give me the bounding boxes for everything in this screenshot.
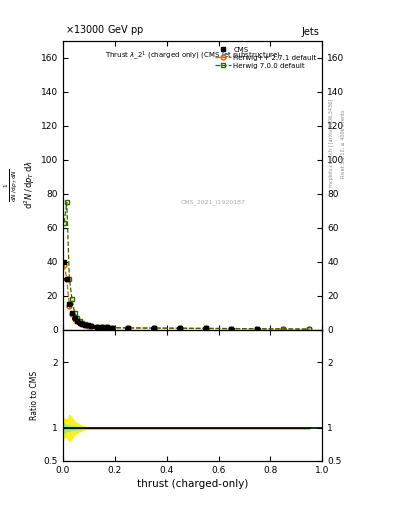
X-axis label: thrust (charged-only): thrust (charged-only)	[137, 479, 248, 489]
Legend: CMS, Herwig++ 2.7.1 default, Herwig 7.0.0 default: CMS, Herwig++ 2.7.1 default, Herwig 7.0.…	[213, 45, 319, 71]
Text: $\times$13000 GeV pp: $\times$13000 GeV pp	[66, 23, 145, 37]
Text: mcplots.cern.ch | [arXiv:1306.3436]: mcplots.cern.ch | [arXiv:1306.3436]	[328, 99, 334, 187]
Text: Jets: Jets	[302, 27, 320, 37]
Y-axis label: Ratio to CMS: Ratio to CMS	[31, 371, 39, 420]
Text: Rivet 3.1.10, ≥ 400k events: Rivet 3.1.10, ≥ 400k events	[341, 109, 346, 178]
Text: Thrust $\lambda\_2^1$ (charged only) (CMS jet substructure): Thrust $\lambda\_2^1$ (charged only) (CM…	[105, 50, 281, 62]
Text: CMS_2021_I1920187: CMS_2021_I1920187	[181, 200, 246, 205]
Y-axis label: $\frac{1}{\mathrm{d}N\,/\,\mathrm{d}p_T\,\mathrm{d}N}$
$\mathrm{d}^2N\,/\,\mathr: $\frac{1}{\mathrm{d}N\,/\,\mathrm{d}p_T\…	[3, 161, 37, 209]
